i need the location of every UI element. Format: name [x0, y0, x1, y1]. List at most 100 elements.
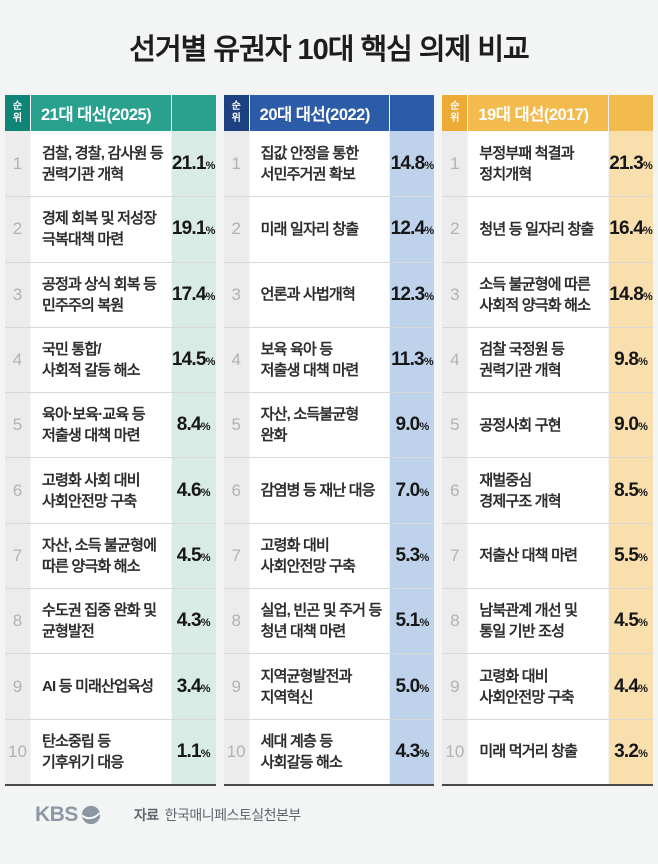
rank-cell: 8 — [442, 589, 468, 654]
election-title: 19대 대선(2017) — [468, 95, 609, 131]
pct-value: 14.8 — [390, 152, 426, 174]
rank-cell: 10 — [442, 719, 468, 784]
issue-cell: 실업, 빈곤 및 주거 등 청년 대책 마련 — [249, 589, 390, 654]
pct-cell: 4.3% — [171, 589, 216, 654]
issue-cell: 고령화 사회 대비 사회안전망 구축 — [31, 458, 171, 523]
issue-cell: 소득 불균형에 따른 사회적 양극화 해소 — [468, 262, 609, 327]
issue-cell: 미래 먹거리 창출 — [468, 719, 609, 784]
rank-cell: 7 — [442, 523, 468, 589]
rank-header-label: 순위 — [12, 101, 23, 124]
issue-cell: 검찰 국정원 등 권력기관 개혁 — [468, 327, 609, 393]
issue-cell: 공정사회 구현 — [468, 393, 609, 458]
issue-cell: 자산, 소득불균형 완화 — [249, 393, 390, 458]
pct-cell: 9.0% — [609, 393, 654, 458]
issue-cell: 육아·보육·교육 등 저출생 대책 마련 — [31, 393, 171, 458]
issue-cell: 공정과 상식 회복 등 민주주의 복원 — [31, 262, 171, 327]
percent-sign: % — [200, 617, 211, 630]
footer: KBS 자료 한국매니페스토실천본부 — [35, 803, 653, 827]
issue-row: 4 국민 통합/ 사회적 갈등 해소 14.5% — [5, 326, 216, 393]
rank-header: 순위 — [442, 95, 468, 131]
rank-cell: 6 — [442, 458, 468, 523]
percent-sign: % — [419, 551, 430, 564]
issue-row: 7 자산, 소득 불균형에 따른 양극화 해소 4.5% — [5, 522, 216, 589]
table-header: 순위 20대 대선(2022) — [223, 95, 435, 131]
issue-row: 5 공정사회 구현 9.0% — [442, 392, 654, 458]
pct-value: 4.6 — [176, 479, 202, 501]
pct-cell: 5.0% — [390, 654, 435, 719]
pct-header-segment — [609, 95, 654, 131]
rank-cell: 1 — [223, 131, 249, 197]
pct-value: 21.1 — [171, 152, 207, 174]
percent-sign: % — [200, 682, 211, 695]
issue-row: 5 자산, 소득불균형 완화 9.0% — [223, 392, 435, 458]
rank-header-label: 순위 — [231, 101, 241, 124]
issue-cell: 부정부패 척결과 정치개혁 — [468, 131, 609, 197]
rank-cell: 10 — [5, 719, 30, 784]
rank-cell: 1 — [442, 131, 468, 197]
percent-sign: % — [419, 486, 430, 499]
pct-value: 12.3 — [390, 283, 426, 305]
pct-cell: 8.4% — [171, 393, 216, 458]
issue-row: 2 미래 일자리 창출 12.4% — [223, 196, 435, 262]
issue-row: 4 검찰 국정원 등 권력기관 개혁 9.8% — [442, 326, 654, 393]
issue-row: 10 탄소중립 등 기후위기 대응 1.1% — [5, 718, 216, 784]
issue-cell: 지역균형발전과 지역혁신 — [249, 654, 390, 719]
pct-cell: 3.4% — [171, 654, 216, 719]
percent-sign: % — [424, 225, 435, 238]
pct-cell: 1.1% — [171, 719, 216, 784]
issue-cell: 자산, 소득 불균형에 따른 양극화 해소 — [31, 523, 171, 589]
pct-value: 5.0 — [395, 675, 420, 697]
issue-row: 6 고령화 사회 대비 사회안전망 구축 4.6% — [5, 457, 216, 523]
percent-sign: % — [419, 682, 430, 695]
source-name: 한국매니페스토실천본부 — [164, 806, 302, 823]
issue-row: 8 남북관계 개선 및 통일 기반 조성 4.5% — [442, 588, 654, 654]
globe-icon — [81, 805, 101, 825]
election-title: 20대 대선(2022) — [249, 95, 390, 131]
percent-sign: % — [200, 551, 211, 564]
percent-sign: % — [638, 356, 648, 369]
pct-value: 12.4 — [390, 218, 426, 240]
rank-cell: 3 — [223, 262, 249, 327]
table-header: 순위 21대 대선(2025) — [5, 95, 216, 131]
election-title: 21대 대선(2025) — [31, 95, 171, 131]
issue-row: 3 공정과 상식 회복 등 민주주의 복원 17.4% — [5, 261, 216, 327]
issue-row: 1 검찰, 경찰, 감사원 등 권력기관 개혁 21.1% — [5, 131, 216, 197]
issue-cell: 세대 계층 등 사회갈등 해소 — [249, 719, 390, 784]
issue-row: 5 육아·보육·교육 등 저출생 대책 마련 8.4% — [5, 392, 216, 458]
issue-cell: 수도권 집중 완화 및 균형발전 — [31, 589, 171, 654]
issue-cell: 집값 안정을 통한 서민주거권 확보 — [249, 131, 390, 197]
pct-cell: 5.5% — [609, 523, 654, 589]
issue-cell: 경제 회복 및 저성장 극복대책 마련 — [31, 197, 171, 262]
rank-cell: 5 — [442, 393, 468, 458]
percent-sign: % — [200, 421, 211, 434]
rank-cell: 8 — [5, 589, 30, 654]
pct-cell: 4.5% — [609, 589, 654, 654]
issue-row: 3 소득 불균형에 따른 사회적 양극화 해소 14.8% — [442, 261, 654, 327]
percent-sign: % — [205, 225, 216, 238]
percent-sign: % — [638, 551, 648, 564]
rank-cell: 7 — [5, 523, 30, 589]
issue-cell: 저출산 대책 마련 — [468, 523, 609, 589]
issue-cell: 재벌중심 경제구조 개혁 — [468, 458, 609, 523]
pct-value: 14.5 — [171, 349, 207, 371]
rank-cell: 4 — [5, 327, 30, 393]
rank-cell: 1 — [5, 131, 30, 197]
pct-value: 4.4 — [614, 675, 639, 697]
kbs-logo-text: KBS — [35, 802, 78, 826]
issue-row: 2 경제 회복 및 저성장 극복대책 마련 19.1% — [5, 196, 216, 262]
issue-row: 2 청년 등 일자리 창출 16.4% — [442, 196, 654, 262]
percent-sign: % — [419, 747, 430, 760]
rank-cell: 2 — [223, 197, 249, 262]
percent-sign: % — [200, 486, 211, 499]
pct-value: 19.1 — [171, 218, 207, 240]
rank-cell: 3 — [442, 262, 468, 327]
percent-sign: % — [638, 682, 648, 695]
percent-sign: % — [424, 290, 435, 303]
pct-value: 8.5 — [614, 479, 639, 501]
rows-container: 1 집값 안정을 통한 서민주거권 확보 14.8% 2 미래 일자리 창출 12.4% 3… — [223, 131, 435, 784]
issue-cell: AI 등 미래산업육성 — [31, 654, 171, 719]
pct-value: 9.8 — [614, 349, 639, 371]
rank-cell: 4 — [442, 327, 468, 393]
percent-sign: % — [638, 617, 648, 630]
issue-cell: 언론과 사법개혁 — [249, 262, 390, 327]
